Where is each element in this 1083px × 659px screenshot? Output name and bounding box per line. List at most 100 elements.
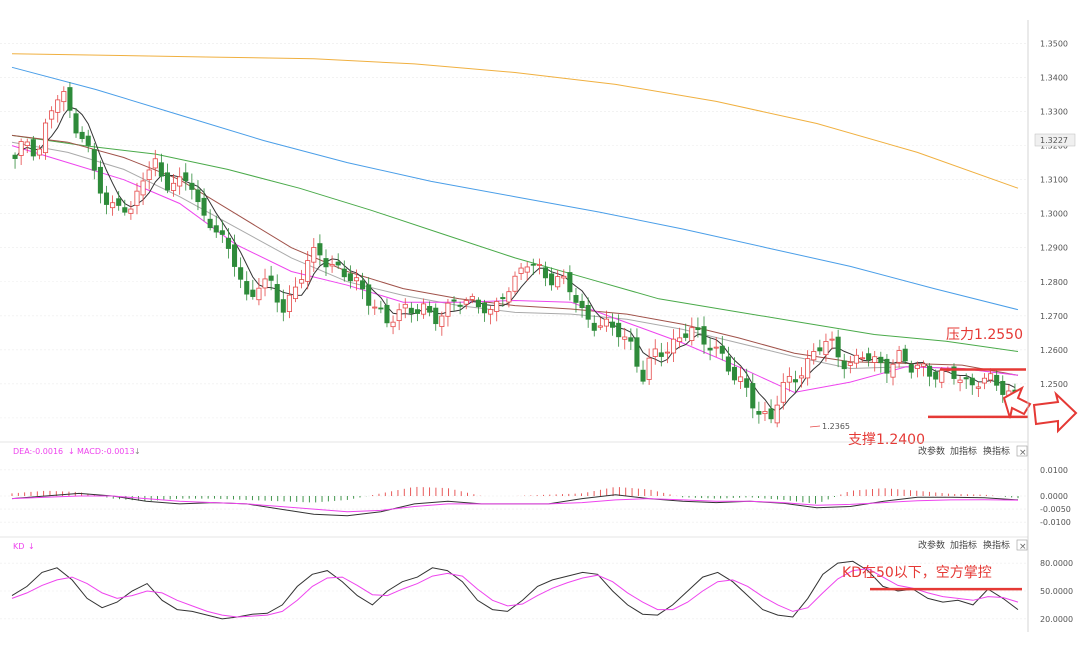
candle-body bbox=[128, 208, 134, 214]
low-price-label: 1.2365 bbox=[822, 422, 850, 431]
dea-line bbox=[11, 495, 1019, 513]
candle-body bbox=[110, 202, 116, 209]
candle-body bbox=[859, 357, 866, 360]
candle-body bbox=[427, 306, 433, 313]
candle-body bbox=[305, 260, 311, 282]
candle-body bbox=[463, 300, 469, 305]
kd-tick-label: 50.0000 bbox=[1040, 587, 1073, 596]
candle-body bbox=[140, 180, 146, 196]
candle-body bbox=[55, 99, 61, 113]
candle-body bbox=[591, 322, 597, 331]
kd-close-icon: × bbox=[1019, 542, 1027, 552]
kd-params-button[interactable]: 改参数 bbox=[918, 539, 945, 551]
candle-body bbox=[866, 353, 872, 361]
candle-body bbox=[603, 318, 609, 327]
candle-body bbox=[872, 356, 878, 363]
candle-body bbox=[719, 345, 725, 354]
candle-body bbox=[91, 149, 97, 171]
ma60-line bbox=[11, 134, 1019, 352]
macd-tick-label: -0.0050 bbox=[1040, 505, 1071, 514]
price-tick-label: 1.3100 bbox=[1040, 176, 1068, 185]
macd-close-button[interactable] bbox=[1016, 445, 1028, 457]
candle-body bbox=[189, 182, 195, 190]
candle-body bbox=[97, 166, 103, 194]
candle-body bbox=[835, 336, 841, 358]
candle-body bbox=[585, 304, 591, 320]
candle-body bbox=[158, 162, 164, 177]
candle-body bbox=[701, 326, 707, 345]
macd-close-icon: × bbox=[1019, 448, 1027, 458]
support-label: 支撑1.2400 bbox=[848, 432, 925, 448]
candle-body bbox=[311, 247, 317, 263]
candle-body bbox=[549, 273, 555, 286]
candle-body bbox=[744, 378, 750, 388]
candle-body bbox=[366, 284, 372, 306]
candle-body bbox=[195, 189, 201, 203]
candle-body bbox=[670, 338, 677, 354]
candle-body bbox=[475, 299, 481, 308]
candle-body bbox=[731, 366, 738, 381]
candle-body bbox=[335, 261, 341, 266]
candle-body bbox=[183, 172, 189, 181]
k-line bbox=[11, 560, 1019, 620]
candle-body bbox=[353, 277, 360, 282]
candle-body bbox=[817, 347, 823, 352]
candle-body bbox=[981, 377, 988, 384]
price-tick-label: 1.3400 bbox=[1040, 74, 1068, 83]
candle-body bbox=[518, 267, 524, 274]
candle-body bbox=[396, 309, 402, 322]
candle-body bbox=[542, 267, 549, 279]
resistance-label: 压力1.2550 bbox=[946, 327, 1023, 343]
candle-body bbox=[610, 321, 616, 328]
macd-switch-indicator-button[interactable]: 换指标 bbox=[983, 445, 1010, 457]
macd-params-button[interactable]: 改参数 bbox=[918, 445, 945, 457]
kd-tick-label: 80.0000 bbox=[1040, 559, 1073, 568]
candle-body bbox=[451, 299, 457, 302]
candle-body bbox=[811, 351, 817, 361]
candle-body bbox=[994, 374, 1000, 386]
macd-add-indicator-button[interactable]: 加指标 bbox=[950, 445, 977, 457]
kd-close-button[interactable] bbox=[1016, 539, 1028, 551]
candle-body bbox=[347, 273, 353, 282]
candle-body bbox=[232, 244, 238, 267]
candle-body bbox=[317, 243, 323, 256]
low-price-marker bbox=[809, 425, 821, 428]
candle-body bbox=[530, 263, 536, 266]
price-tick-label: 1.3300 bbox=[1040, 108, 1068, 117]
kd-legend: KD bbox=[13, 542, 24, 551]
candle-body bbox=[323, 258, 329, 268]
candle-body bbox=[506, 291, 512, 303]
candle-body bbox=[829, 338, 835, 341]
price-tick-label: 1.2900 bbox=[1040, 244, 1068, 253]
kd-switch-indicator-button[interactable]: 换指标 bbox=[983, 539, 1010, 551]
right-arrow-icon bbox=[1032, 390, 1078, 434]
candle-body bbox=[67, 87, 73, 111]
candle-body bbox=[49, 110, 55, 120]
candle-body bbox=[24, 141, 30, 146]
candle-body bbox=[12, 154, 18, 159]
candle-body bbox=[927, 365, 933, 377]
candle-body bbox=[975, 386, 981, 389]
candle-body bbox=[481, 302, 488, 314]
candle-body bbox=[713, 346, 719, 349]
kd-add-indicator-button[interactable]: 加指标 bbox=[950, 539, 977, 551]
macd-legend: MACD:-0.0013 bbox=[77, 447, 135, 456]
candle-body bbox=[555, 276, 561, 288]
candle-body bbox=[939, 369, 945, 383]
candle-body bbox=[408, 307, 414, 314]
candle-body bbox=[134, 190, 140, 206]
candle-body bbox=[299, 279, 305, 284]
candle-body bbox=[116, 198, 122, 206]
candle-body bbox=[664, 351, 670, 354]
candle-body bbox=[146, 169, 152, 180]
candle-body bbox=[256, 287, 262, 301]
candle-body bbox=[274, 284, 280, 303]
candle-body bbox=[914, 364, 920, 369]
candle-body bbox=[360, 280, 366, 290]
d-line bbox=[11, 568, 1019, 618]
macd-tick-label: -0.0100 bbox=[1040, 518, 1071, 527]
candle-body bbox=[622, 336, 628, 340]
candle-body bbox=[640, 369, 646, 382]
macd-arrow-icon: ↓ bbox=[134, 447, 141, 456]
